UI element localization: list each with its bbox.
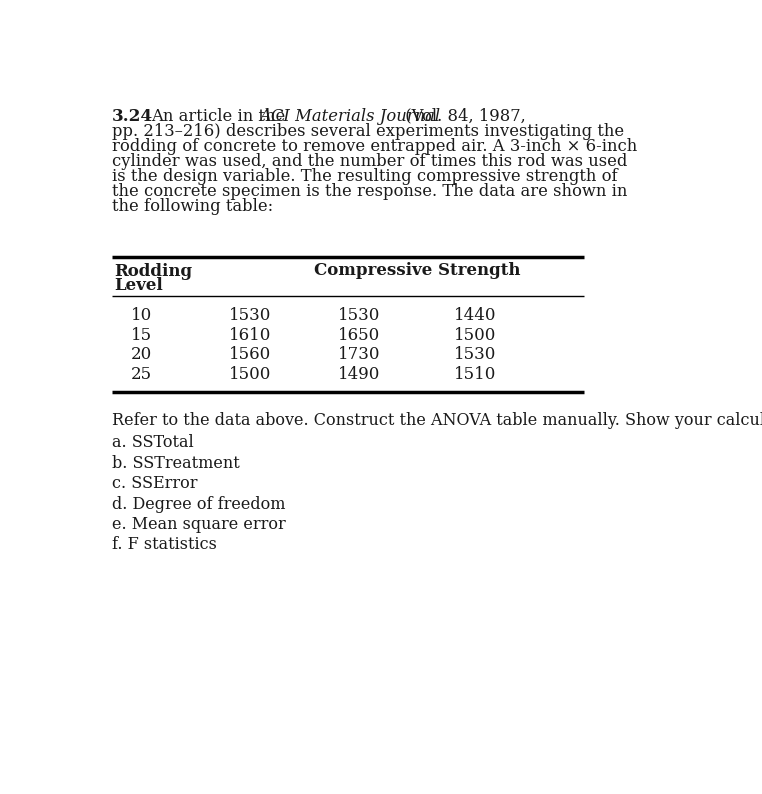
Text: pp. 213–216) describes several experiments investigating the: pp. 213–216) describes several experimen… [112, 122, 624, 140]
Text: 3.24: 3.24 [112, 108, 154, 125]
Text: 10: 10 [131, 307, 152, 324]
Text: 1490: 1490 [338, 366, 380, 383]
Text: f. F statistics: f. F statistics [112, 537, 217, 553]
Text: e. Mean square error: e. Mean square error [112, 516, 286, 533]
Text: 1500: 1500 [454, 326, 496, 344]
Text: Level: Level [114, 276, 162, 294]
Text: 1530: 1530 [338, 307, 380, 324]
Text: d. Degree of freedom: d. Degree of freedom [112, 495, 286, 513]
Text: a. SSTotal: a. SSTotal [112, 434, 194, 452]
Text: 25: 25 [131, 366, 152, 383]
Text: b. SSTreatment: b. SSTreatment [112, 455, 240, 472]
Text: Compressive Strength: Compressive Strength [314, 262, 520, 279]
Text: 1650: 1650 [338, 326, 380, 344]
Text: 1730: 1730 [338, 346, 380, 364]
Text: 1530: 1530 [229, 307, 271, 324]
Text: cylinder was used, and the number of times this rod was used: cylinder was used, and the number of tim… [112, 152, 628, 170]
Text: ACI Materials Journal: ACI Materials Journal [259, 108, 440, 125]
Text: 1510: 1510 [454, 366, 496, 383]
Text: rodding of concrete to remove entrapped air. A 3-inch × 6-inch: rodding of concrete to remove entrapped … [112, 137, 638, 155]
Text: Refer to the data above. Construct the ANOVA table manually. Show your calculati: Refer to the data above. Construct the A… [112, 412, 762, 429]
Text: (Vol. 84, 1987,: (Vol. 84, 1987, [399, 108, 525, 125]
Text: 1560: 1560 [229, 346, 271, 364]
Text: Rodding: Rodding [114, 263, 192, 280]
Text: 20: 20 [131, 346, 152, 364]
Text: 1440: 1440 [453, 307, 496, 324]
Text: is the design variable. The resulting compressive strength of: is the design variable. The resulting co… [112, 168, 618, 185]
Text: the concrete specimen is the response. The data are shown in: the concrete specimen is the response. T… [112, 183, 628, 199]
Text: c. SSError: c. SSError [112, 476, 198, 492]
Text: 15: 15 [131, 326, 152, 344]
Text: An article in the: An article in the [151, 108, 290, 125]
Text: 1530: 1530 [454, 346, 496, 364]
Text: the following table:: the following table: [112, 198, 274, 214]
Text: 1610: 1610 [229, 326, 271, 344]
Text: 1500: 1500 [229, 366, 271, 383]
